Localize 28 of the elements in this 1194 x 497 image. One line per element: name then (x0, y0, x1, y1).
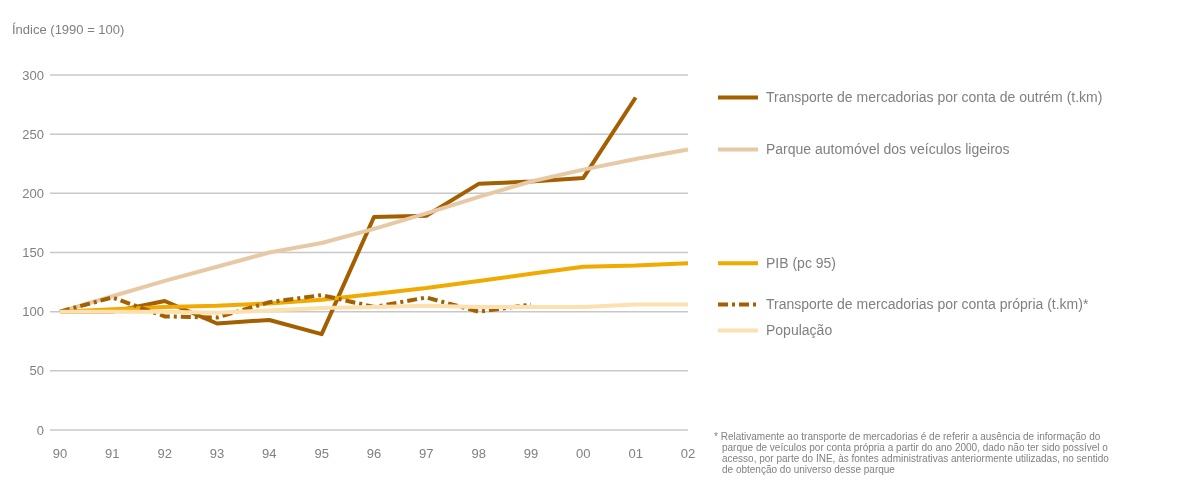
y-tick-label: 100 (22, 304, 44, 320)
x-tick-label: 92 (157, 446, 172, 461)
y-tick-label: 250 (22, 126, 44, 142)
y-tick-label: 150 (22, 245, 44, 261)
y-tick-label: 50 (29, 363, 44, 379)
y-tick-label: 300 (22, 67, 44, 83)
text: * Relativamente ao transporte de mercadorias é de referir a ausência de informação do parque de veículos por conta própria a partir do ano 2000, dado não ter sido possível o acesso, por parte do INE, às fontes administrativas anteriormente utilizadas, no sentido de obtenção do universo desse parque (714, 431, 1110, 475)
legend-label: Transporte de mercadorias por conta própria (t.km)* (766, 296, 1089, 313)
legend-label: Parque automóvel dos veículos ligeiros (766, 141, 1010, 158)
y-tick-label: 200 (22, 185, 44, 201)
y-axis-title: Índice (1990 = 100) (12, 22, 125, 37)
x-tick-label: 91 (105, 446, 120, 461)
x-tick-label: 02 (680, 446, 696, 461)
x-tick-label: 93 (209, 446, 225, 461)
y-tick-label: 0 (36, 422, 44, 438)
x-tick-label: 94 (262, 446, 277, 461)
legend-label: PIB (pc 95) (766, 255, 837, 272)
x-tick-label: 95 (314, 446, 329, 461)
x-tick-label: 00 (576, 446, 591, 461)
legend-label: Transporte de mercadorias por conta de outrém (t.km) (766, 89, 1103, 106)
x-tick-label: 01 (628, 446, 643, 461)
x-tick-label: 97 (419, 446, 434, 461)
x-tick-label: 98 (471, 446, 486, 461)
line-series (58, 302, 690, 315)
x-tick-label: 99 (523, 446, 539, 461)
x-tick-label: 96 (366, 446, 382, 461)
x-tick-label: 90 (52, 446, 68, 461)
legend-label: População (766, 322, 833, 339)
